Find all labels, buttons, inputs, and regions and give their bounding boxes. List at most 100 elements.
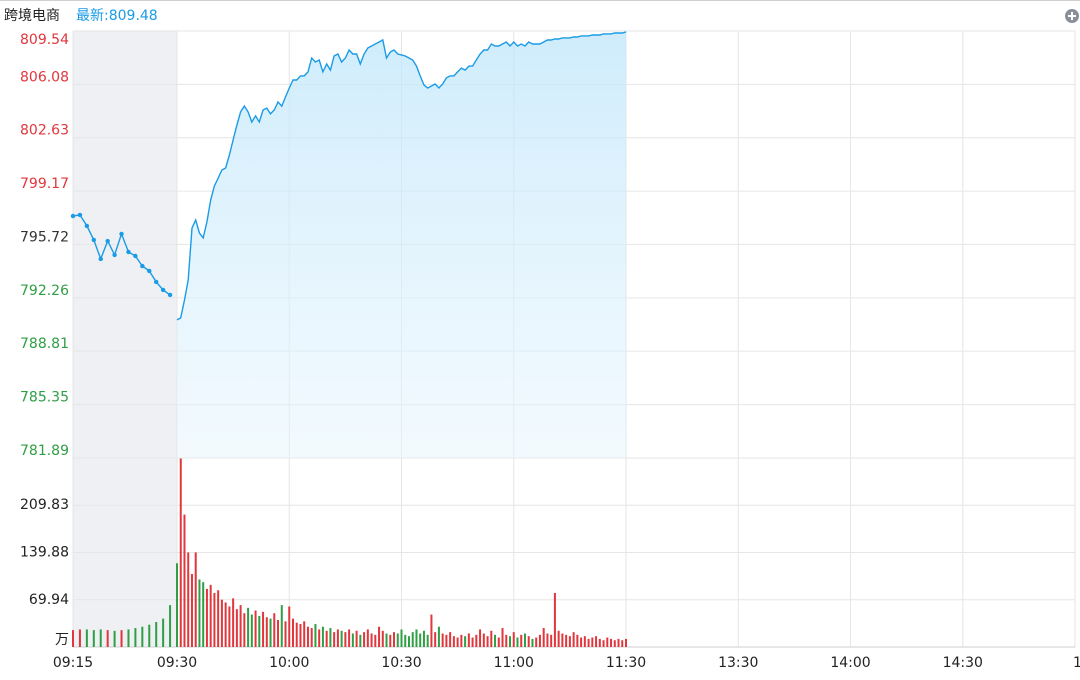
volume-bar xyxy=(239,605,242,647)
volume-bar xyxy=(78,629,81,647)
volume-bar xyxy=(568,636,571,647)
volume-bar xyxy=(385,633,388,647)
volume-bar xyxy=(187,552,190,647)
volume-bar xyxy=(572,632,575,647)
volume-bar xyxy=(306,626,309,647)
volume-bar xyxy=(183,514,186,647)
volume-bar xyxy=(393,632,396,647)
volume-bar xyxy=(344,632,347,647)
volume-bar xyxy=(490,630,493,647)
volume-bar xyxy=(479,629,482,647)
volume-bar xyxy=(602,640,605,647)
volume-bar xyxy=(527,636,530,647)
volume-bar xyxy=(606,637,609,647)
pre-market-point xyxy=(70,213,76,219)
y-tick-label: 806.08 xyxy=(20,69,69,85)
volume-bar xyxy=(580,637,583,647)
volume-bar xyxy=(430,614,433,647)
y-tick-label: 799.17 xyxy=(20,176,69,192)
volume-bar xyxy=(441,633,444,647)
pre-market-point xyxy=(98,256,103,262)
volume-bar xyxy=(262,611,265,647)
pre-market-point xyxy=(91,237,97,243)
volume-bar xyxy=(340,630,343,647)
pre-market-point xyxy=(126,249,131,255)
volume-bar xyxy=(85,629,88,647)
volume-bar xyxy=(351,633,354,647)
volume-bar xyxy=(366,629,369,647)
volume-bar xyxy=(531,638,534,647)
pre-market-point xyxy=(160,287,166,293)
volume-bar xyxy=(99,629,102,647)
pre-market-point xyxy=(140,263,145,269)
volume-bar xyxy=(617,638,620,647)
volume-bar xyxy=(621,640,624,647)
x-tick-label: 15:00 xyxy=(1073,655,1080,671)
price-line xyxy=(176,31,627,321)
volume-bar xyxy=(120,630,123,647)
pre-market-point xyxy=(77,212,83,218)
volume-tick-label: 139.88 xyxy=(20,545,69,561)
volume-bar xyxy=(217,590,220,647)
volume-bar xyxy=(610,638,613,647)
volume-bar xyxy=(148,624,151,647)
y-tick-label: 792.26 xyxy=(20,283,69,299)
volume-bar xyxy=(374,634,377,647)
volume-bar xyxy=(363,632,366,647)
pre-market-shade xyxy=(73,31,177,647)
volume-bar xyxy=(288,606,291,647)
volume-bar xyxy=(265,617,268,647)
volume-bar xyxy=(277,619,280,647)
volume-bar xyxy=(355,630,358,647)
volume-bar xyxy=(295,622,298,647)
volume-bar xyxy=(348,629,351,647)
volume-bar xyxy=(422,630,425,647)
volume-bar xyxy=(389,634,392,647)
volume-bar xyxy=(501,628,504,647)
volume-bar xyxy=(106,630,109,647)
volume-bar xyxy=(538,634,541,647)
x-tick-label: 10:30 xyxy=(381,655,421,671)
volume-bar xyxy=(523,633,526,647)
volume-bar xyxy=(198,579,201,647)
volume-bar xyxy=(546,633,549,647)
volume-bar xyxy=(314,624,317,647)
volume-bar xyxy=(370,633,373,647)
x-tick-label: 13:30 xyxy=(718,655,758,671)
volume-bar xyxy=(224,602,227,647)
volume-bar xyxy=(595,636,598,647)
volume-bar xyxy=(434,632,437,647)
volume-bar xyxy=(378,626,381,647)
zoom-button[interactable] xyxy=(1065,9,1079,23)
volume-bar xyxy=(591,637,594,647)
volume-bar xyxy=(494,634,497,647)
volume-bar xyxy=(321,626,324,647)
volume-bar xyxy=(318,629,321,647)
volume-bar xyxy=(396,633,399,647)
latest-price: 最新:809.48 xyxy=(76,8,158,24)
y-tick-label: 781.89 xyxy=(20,443,69,459)
volume-bar xyxy=(235,609,238,647)
volume-bar xyxy=(336,629,339,647)
volume-bar xyxy=(613,640,616,647)
volume-bar xyxy=(512,632,515,647)
volume-bar xyxy=(411,632,414,647)
volume-bar xyxy=(535,637,538,647)
x-tick-label: 14:30 xyxy=(943,655,983,671)
pre-market-point xyxy=(84,223,90,229)
volume-bar xyxy=(553,592,556,647)
x-tick-label: 14:00 xyxy=(830,655,870,671)
pre-market-point xyxy=(119,231,124,237)
volume-bar xyxy=(587,638,590,647)
volume-bar xyxy=(92,630,95,647)
volume-bar xyxy=(381,630,384,647)
pre-market-point xyxy=(154,279,159,285)
volume-bar xyxy=(190,574,193,647)
volume-bar xyxy=(303,621,306,647)
volume-bar xyxy=(464,636,467,647)
x-tick-label: 09:30 xyxy=(157,655,197,671)
volume-bar xyxy=(497,637,500,647)
volume-bar xyxy=(258,615,261,647)
volume-bar xyxy=(415,629,418,647)
